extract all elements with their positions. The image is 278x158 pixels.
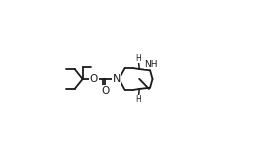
Text: H: H	[136, 54, 141, 63]
Text: O: O	[90, 74, 98, 84]
Text: O: O	[101, 86, 109, 96]
Text: H: H	[136, 95, 141, 104]
Text: N: N	[112, 74, 121, 84]
Text: NH: NH	[144, 60, 158, 69]
